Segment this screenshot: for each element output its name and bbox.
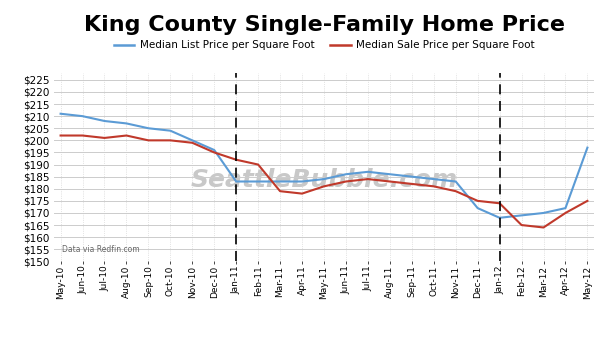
Legend: Median List Price per Square Foot, Median Sale Price per Square Foot: Median List Price per Square Foot, Media… [109,36,539,54]
Text: Data via Redfin.com: Data via Redfin.com [62,245,140,254]
Text: SeattleBubble.com: SeattleBubble.com [190,168,458,192]
Title: King County Single-Family Home Price: King County Single-Family Home Price [83,15,565,35]
